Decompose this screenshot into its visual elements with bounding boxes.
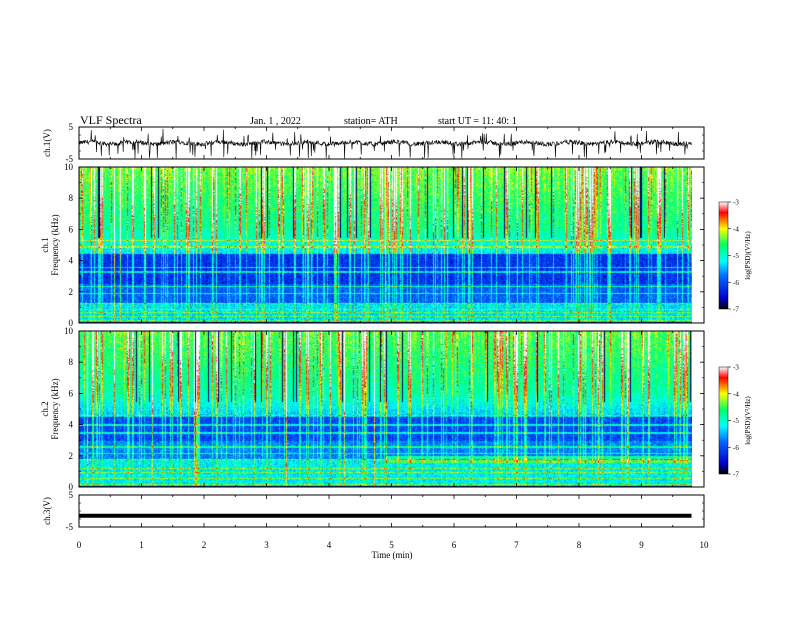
- ch1-spectrogram-ylabel-channel: ch.1: [40, 237, 50, 252]
- time-axis-tick-label: 7: [514, 540, 519, 550]
- time-axis-tick-label: 6: [452, 540, 457, 550]
- time-axis-tick-label: 4: [327, 540, 332, 550]
- ch2-spectrogram-ytick-label: 0: [69, 482, 74, 492]
- figure-title: VLF Spectra: [80, 113, 142, 127]
- ch2-spectrogram-image: [79, 331, 692, 487]
- ch2-colorbar-tick-label: -6: [733, 444, 739, 452]
- header-station: station= ATH: [344, 116, 398, 127]
- time-axis-tick-label: 5: [389, 540, 394, 550]
- time-axis: 0 1 2 3 4 5 6 7 8 9 10: [77, 540, 709, 550]
- header-date: Jan. 1 , 2022: [250, 116, 301, 127]
- ch2-spectrogram-ytick-label: 8: [69, 357, 74, 367]
- ch1-spectrogram-ytick-label: 10: [64, 162, 74, 172]
- ch1-colorbar-tick-label: -7: [733, 306, 739, 314]
- ch1-waveform-ytick-label: 5: [69, 122, 74, 132]
- ch2-spectrogram-ytick-label: 4: [69, 420, 74, 430]
- ch2-spectrogram-ytick-label: 2: [69, 451, 74, 461]
- ch2-spectrogram-panel: 0 2 4 6 8 10: [64, 326, 705, 492]
- ch2-spectrogram-ylabel-channel: ch.2: [40, 401, 50, 416]
- ch2-colorbar-gradient: [718, 366, 729, 475]
- ch1-colorbar: -3 -4 -5 -6 -7 log(PSD)(V²/Hz): [718, 199, 752, 314]
- ch1-spectrogram-ylabel-frequency: Frequency (kHz): [50, 214, 60, 275]
- ch2-colorbar-tick-label: -3: [733, 364, 739, 372]
- ch1-waveform-ylabel: ch.1(V): [42, 129, 52, 157]
- ch2-colorbar: -3 -4 -5 -6 -7 log(PSD)(V²/Hz): [718, 364, 752, 479]
- ch2-colorbar-tick-label: -7: [733, 471, 739, 479]
- ch1-spectrogram-image: [79, 167, 692, 323]
- ch1-colorbar-gradient: [718, 201, 729, 310]
- ch1-waveform-panel: 5 -5: [66, 122, 705, 164]
- ch2-colorbar-label: log(PSD)(V²/Hz): [744, 396, 752, 445]
- ch1-spectrogram-panel: 0 2 4 6 8 10: [64, 162, 705, 328]
- ch1-spectrogram-ytick-label: 4: [69, 256, 74, 266]
- time-axis-label: Time (min): [372, 550, 413, 560]
- time-axis-tick-label: 10: [700, 540, 710, 550]
- ch3-waveform-frame: [78, 494, 705, 528]
- ch2-colorbar-tick-label: -5: [733, 417, 739, 425]
- ch1-waveform-trace: [78, 128, 692, 160]
- ch3-waveform-ylabel: ch.3(V): [42, 497, 52, 525]
- ch1-colorbar-tick-label: -3: [733, 199, 739, 207]
- time-axis-tick-label: 8: [577, 540, 582, 550]
- time-axis-tick-label: 1: [139, 540, 144, 550]
- ch2-spectrogram-ytick-label: 10: [64, 326, 74, 336]
- time-axis-tick-label: 3: [264, 540, 269, 550]
- ch2-colorbar-tick-label: -4: [733, 390, 739, 398]
- ch2-spectrogram-ylabel-frequency: Frequency (kHz): [50, 378, 60, 439]
- ch1-spectrogram-ytick-label: 0: [69, 318, 74, 328]
- ch1-spectrogram-ytick-label: 2: [69, 287, 74, 297]
- ch3-waveform-ytick-label: 5: [69, 490, 74, 500]
- time-axis-tick-label: 2: [202, 540, 207, 550]
- time-axis-tick-label: 9: [639, 540, 644, 550]
- ch3-waveform-ytick-label: -5: [66, 522, 74, 532]
- ch1-spectrogram-ytick-label: 6: [69, 224, 74, 234]
- ch1-colorbar-tick-label: -6: [733, 279, 739, 287]
- ch1-colorbar-tick-label: -5: [733, 252, 739, 260]
- ch1-colorbar-label: log(PSD)(V²/Hz): [744, 231, 752, 280]
- ch2-spectrogram-ytick-label: 6: [69, 388, 74, 398]
- ch1-spectrogram-ytick-label: 8: [69, 193, 74, 203]
- header-start-time: start UT = 11: 40: 1: [438, 116, 517, 127]
- ch1-waveform-ytick-label: -5: [66, 154, 74, 164]
- time-axis-tick-label: 0: [77, 540, 82, 550]
- ch3-waveform-panel: 5 -5: [66, 490, 705, 532]
- ch1-colorbar-tick-label: -4: [733, 225, 739, 233]
